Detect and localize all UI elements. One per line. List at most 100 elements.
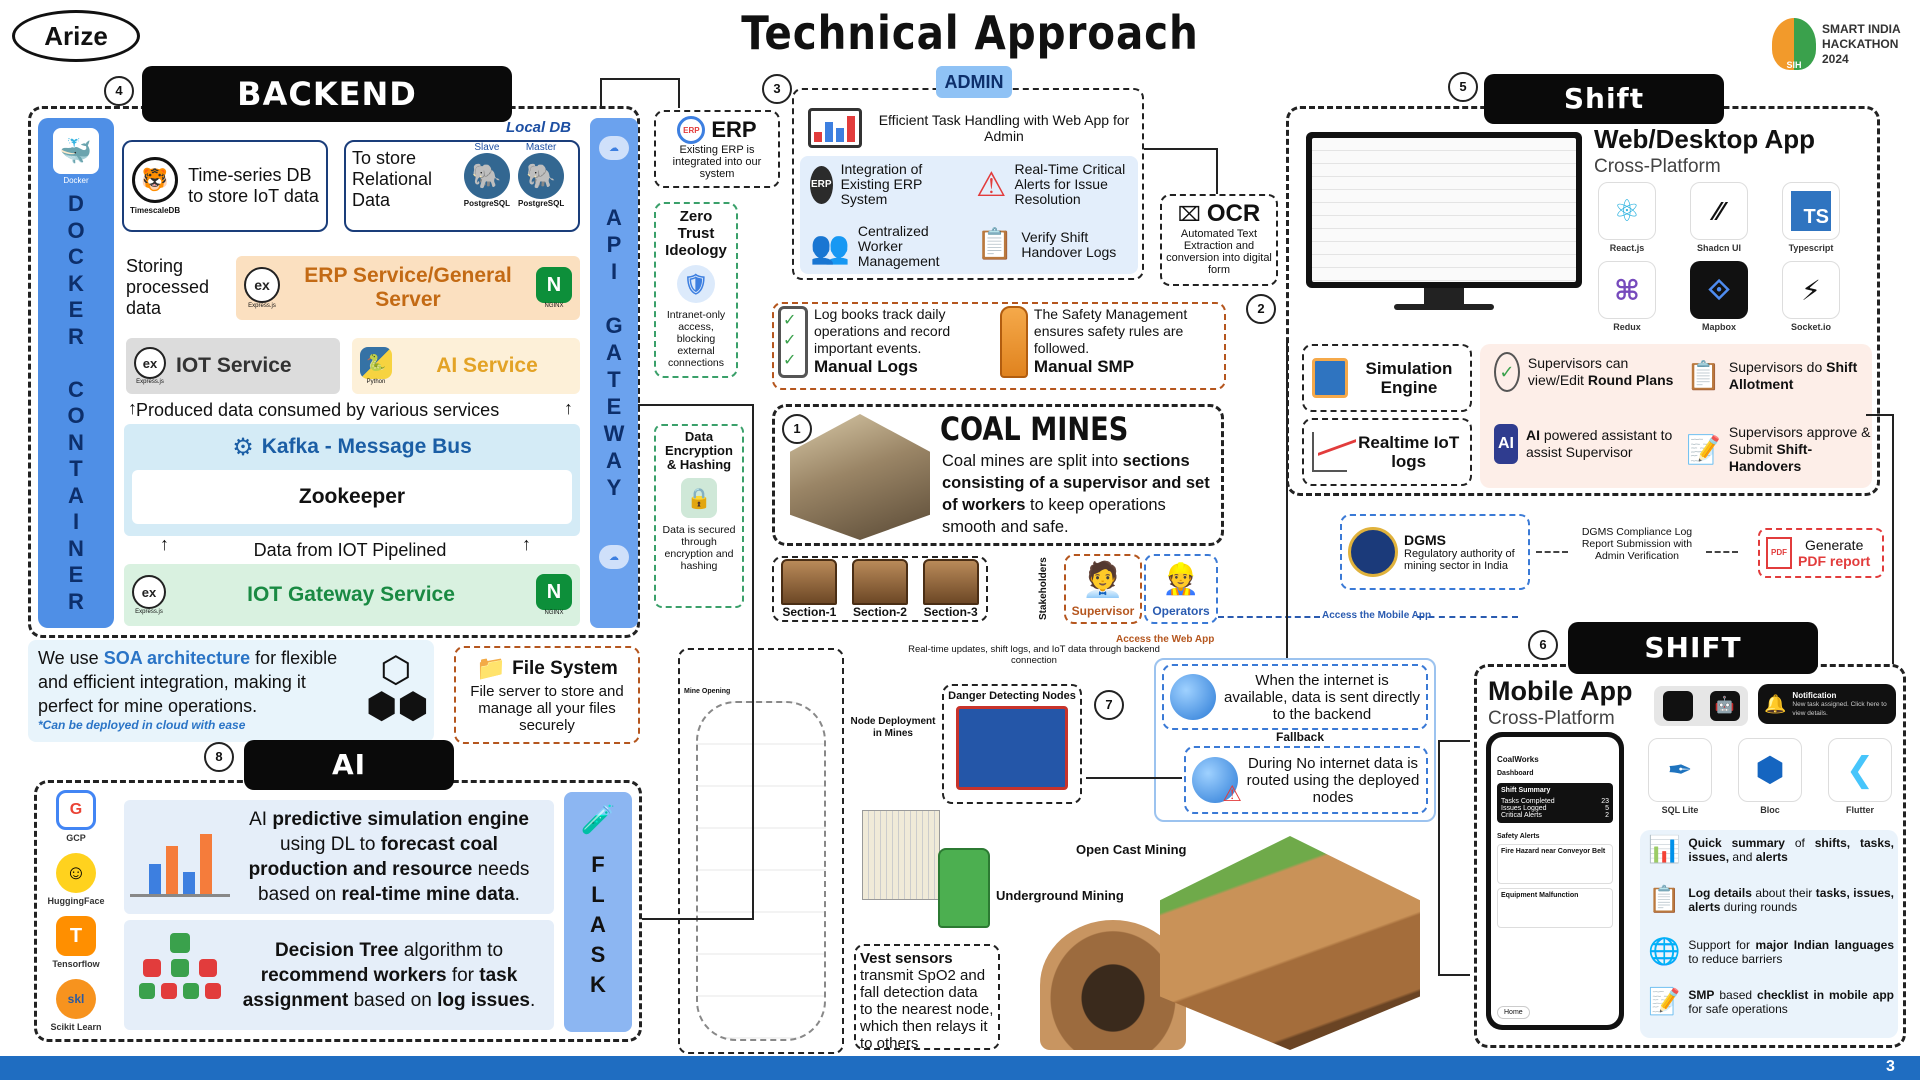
- tool-label: Tensorflow: [52, 959, 100, 969]
- iot-pipelined-text: Data from IOT Pipelined: [253, 540, 447, 560]
- bell-icon: 🔔: [1764, 693, 1787, 714]
- supervisor-feature: 📝 Supervisors approve & Submit Shift-Han…: [1686, 424, 1871, 474]
- master-label: Master: [525, 142, 557, 153]
- operator-feature: 🌐 Support for major Indian languages to …: [1648, 936, 1895, 966]
- ocr-scan-icon: ⌧: [1177, 203, 1201, 226]
- api-gateway-letter: A: [606, 448, 622, 473]
- access-mobile-line: [1218, 616, 1320, 618]
- tech-label: Mapbox: [1701, 322, 1736, 332]
- ai-tools: G GCP ☺ HuggingFace T Tensorflow skl Scikit …: [46, 790, 106, 1032]
- flask-icon: 🧪: [580, 803, 616, 835]
- danger-nodes-title: Danger Detecting Nodes: [948, 690, 1076, 702]
- section-number: 5: [1448, 72, 1478, 102]
- mapbox-icon: ⟐: [1690, 261, 1748, 319]
- python-label: Python: [366, 379, 386, 385]
- cloud-icon: ☁: [599, 545, 629, 569]
- zero-trust-title: Zero Trust Ideology: [665, 208, 727, 259]
- phone-dashboard: Dashboard: [1497, 770, 1534, 777]
- warning-icon: ⚠: [976, 165, 1007, 204]
- sections-box: Section-1 Section-2 Section-3: [772, 556, 988, 622]
- erp-box[interactable]: ERP ERP Existing ERP is integrated into …: [654, 110, 780, 188]
- socketio-icon: ⚡: [1782, 261, 1840, 319]
- phone-safety-alerts: Safety Alerts: [1497, 833, 1540, 840]
- online-text: When the internet is available, data is …: [1224, 671, 1420, 723]
- tool-label: GCP: [66, 833, 86, 843]
- arrow-up: ↑: [522, 534, 531, 554]
- operators-features: [1640, 830, 1898, 1038]
- tech-label: SQL Lite: [1661, 805, 1699, 815]
- line-chart-icon: [1312, 432, 1356, 472]
- admin-feature: ⚠ Real-Time Critical Alerts for Issue Re…: [976, 161, 1126, 207]
- zero-trust-box: Zero Trust Ideology 🛡 Intranet-only acce…: [654, 202, 738, 378]
- pdf-report-box[interactable]: PDF Generate PDF report: [1758, 528, 1884, 578]
- chart-analytics-icon: [130, 817, 230, 897]
- file-system-text: File server to store and manage all your…: [470, 683, 624, 734]
- tech-label: Shadcn UI: [1696, 243, 1741, 253]
- iot-gateway-box[interactable]: ex Express.js IOT Gateway Service N NGIN…: [124, 564, 580, 626]
- vest-sensors-box: Vest sensors transmit SpO2 and fall dete…: [854, 944, 1000, 1052]
- dgms-compliance-text: DGMS Compliance Log Report Submission wi…: [1581, 526, 1693, 562]
- timescale-box: 🐯 TimescaleDB Time-series DB to store Io…: [122, 140, 328, 232]
- slave-label: Slave: [474, 142, 500, 153]
- huggingface-icon: ☺: [56, 853, 96, 893]
- manual-logs: ✓ ✓ ✓ Log books track daily operations and…: [778, 306, 996, 386]
- encryption-title: Data Encryption & Hashing: [665, 429, 733, 472]
- connector-line: [638, 404, 754, 640]
- simulation-engine-box[interactable]: Simulation Engine: [1302, 344, 1472, 412]
- kafka-box[interactable]: ⚙ Kafka - Message Bus Zookeeper: [124, 424, 580, 536]
- admin-top: Efficient Task Handling with Web App for…: [808, 108, 1134, 148]
- checklist-icon: ✓: [1494, 352, 1520, 392]
- ai-service-box[interactable]: 🐍 Python AI Service: [352, 338, 580, 394]
- api-gateway-letter: E: [606, 394, 622, 419]
- tool-label: HuggingFace: [47, 896, 105, 906]
- relational-box: To store Relational Data: [344, 140, 580, 232]
- clock-document-icon: 📝: [1686, 433, 1721, 465]
- erp-server-box[interactable]: ex Express.js ERP Service/General Server…: [236, 256, 580, 320]
- coal-mines-text: Coal mines are split into sections consi…: [942, 452, 1210, 536]
- sih-line: HACKATHON: [1822, 36, 1899, 51]
- arrow-up: ↑: [128, 398, 137, 418]
- zookeeper-box[interactable]: Zookeeper: [132, 470, 572, 524]
- safety-vest-icon: [1000, 306, 1028, 378]
- api-gateway-letter: [611, 285, 617, 312]
- section-item: Section-3: [922, 559, 979, 619]
- offline-box: ⚠ During No internet data is routed usin…: [1184, 746, 1428, 814]
- nginx-icon: N: [536, 574, 572, 610]
- postgres-label: PostgreSQL: [518, 199, 565, 208]
- supervisor-features: [1480, 344, 1872, 488]
- timescale-text: Time-series DB to store IoT data: [188, 165, 319, 206]
- open-cast-label: Open Cast Mining: [1076, 842, 1187, 857]
- admin-feature: ERP Integration of Existing ERP System: [810, 161, 923, 207]
- danger-nodes-box: Danger Detecting Nodes: [942, 684, 1082, 804]
- realtime-iot-box[interactable]: Realtime IoT logs: [1302, 418, 1472, 486]
- iot-service-box[interactable]: ex Express.js IOT Service: [126, 338, 340, 394]
- section-number: 2: [1246, 294, 1276, 324]
- task-board-icon: 📋: [1686, 360, 1721, 391]
- typescript-icon: TS: [1782, 182, 1840, 240]
- manual-smp-title: Manual SMP: [1033, 357, 1135, 376]
- section-item: Section-1: [781, 559, 838, 619]
- connector-line: [1866, 414, 1894, 664]
- section-item: Section-2: [851, 559, 908, 619]
- docker-letter: [73, 350, 79, 377]
- soa-text: We use SOA architecture for flexible and…: [38, 648, 338, 716]
- ocr-title: OCR: [1206, 200, 1261, 227]
- operators-label: Operators: [1152, 604, 1210, 618]
- docker-letter: K: [68, 270, 84, 296]
- manual-logs-title: Manual Logs: [813, 357, 918, 376]
- phone-mockup: CoalWorks Dashboard Shift Summary Tasks …: [1486, 732, 1624, 1030]
- file-system-box[interactable]: 📁 File System File server to store and m…: [454, 646, 640, 744]
- express-icon: ex: [244, 267, 280, 303]
- docker-letter: N: [68, 535, 84, 561]
- monitor-chart-icon: [808, 108, 862, 148]
- docker-letter: A: [68, 482, 84, 508]
- backend-title: BACKEND ARCHITECTURE: [142, 66, 512, 169]
- notification-toast[interactable]: 🔔 Notification New task assigned. Click h…: [1758, 684, 1896, 724]
- phone-nav-home[interactable]: Home: [1497, 1006, 1530, 1019]
- produced-text: Produced data consumed by various servic…: [136, 400, 500, 420]
- ocr-box[interactable]: ⌧ OCR Automated Text Extraction and conv…: [1160, 194, 1278, 286]
- mine-map-box: Mine Opening: [678, 648, 844, 1054]
